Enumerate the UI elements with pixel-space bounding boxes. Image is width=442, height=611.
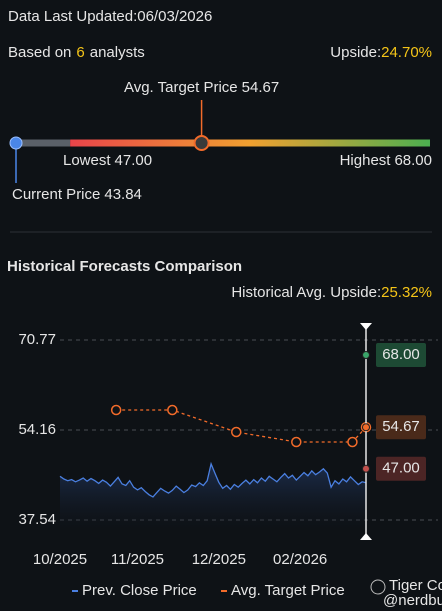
plot: 37.54 54.16 70.77 10/2025 11/2025 12/2025 02/2… (18, 323, 438, 599)
cursor-dot (362, 464, 370, 473)
target-point (110, 404, 122, 416)
upside: Upside:24.70% (330, 44, 432, 61)
x-tick-label: 11/2025 (111, 551, 164, 568)
watermark-brand: Tiger Community (389, 577, 442, 594)
current-label: Current Price 43.84 (12, 186, 142, 203)
legend-label: Avg. Target Price (231, 582, 345, 599)
cursor-dot (362, 423, 370, 432)
price-range: Avg. Target Price 54.67 Current Price 43.84… (9, 79, 432, 203)
subtitle-value: 25.32% (381, 284, 432, 301)
target-marker (193, 135, 210, 151)
current-label-label: Current Price (12, 186, 100, 203)
price-line (59, 461, 367, 498)
price-area (60, 463, 366, 530)
cursor-label: 47.00 (382, 460, 420, 477)
cursor-box (376, 456, 426, 481)
upside-label: Upside: (330, 44, 381, 61)
lowest-label-label: Lowest (63, 152, 111, 169)
cursor-box (376, 415, 426, 440)
watermark-icon (370, 579, 386, 595)
cursor-label: 68.00 (382, 346, 420, 363)
y-tick-label: 70.77 (18, 331, 56, 348)
target-label: Avg. Target Price 54.67 (124, 79, 279, 96)
x-tick-label: 10/2025 (33, 551, 87, 568)
cursor-bottom (360, 533, 372, 540)
y-tick-label: 37.54 (18, 511, 56, 528)
based-on: Based on 6 analysts (8, 44, 145, 61)
subtitle-label: Historical Avg. Upside: (231, 284, 381, 301)
cursor-top (360, 323, 372, 330)
y-tick-label: 54.16 (18, 421, 56, 438)
target-point (230, 426, 242, 438)
analysts-label: analysts (90, 44, 145, 61)
x-tick-label: 02/2026 (273, 551, 327, 568)
range-band (70, 139, 430, 147)
current-label-value: 43.84 (104, 186, 142, 203)
updated: Data Last Updated:06/03/2026 (8, 8, 212, 25)
highest-label-value: 68.00 (394, 152, 432, 169)
analyst-count: 6 (76, 44, 84, 61)
target-label-label: Avg. Target Price (124, 79, 238, 96)
highest-label-label: Highest (340, 152, 392, 169)
lowest-label: Lowest 47.00 (63, 152, 152, 169)
upside-value: 24.70% (381, 44, 432, 61)
target-point (291, 436, 302, 448)
highest-label: Highest 68.00 (340, 152, 432, 169)
watermark-user: @nerdbull1669 (383, 592, 442, 609)
lowest-label-value: 47.00 (115, 152, 153, 169)
cursor-box (376, 343, 426, 368)
target-point (347, 436, 358, 448)
based-on-label: Based on (8, 44, 71, 61)
cursor-dot (362, 351, 370, 360)
chart-subtitle: Historical Avg. Upside:25.32% (231, 284, 432, 301)
target-line (116, 409, 367, 443)
x-tick-label: 12/2025 (192, 551, 246, 568)
target-point (167, 404, 178, 416)
chart-title: Historical Forecasts Comparison (7, 258, 242, 275)
current-marker (9, 136, 23, 150)
legend-label: Prev. Close Price (82, 582, 197, 599)
cursor-label: 54.67 (382, 418, 420, 435)
target-label-value: 54.67 (242, 79, 280, 96)
